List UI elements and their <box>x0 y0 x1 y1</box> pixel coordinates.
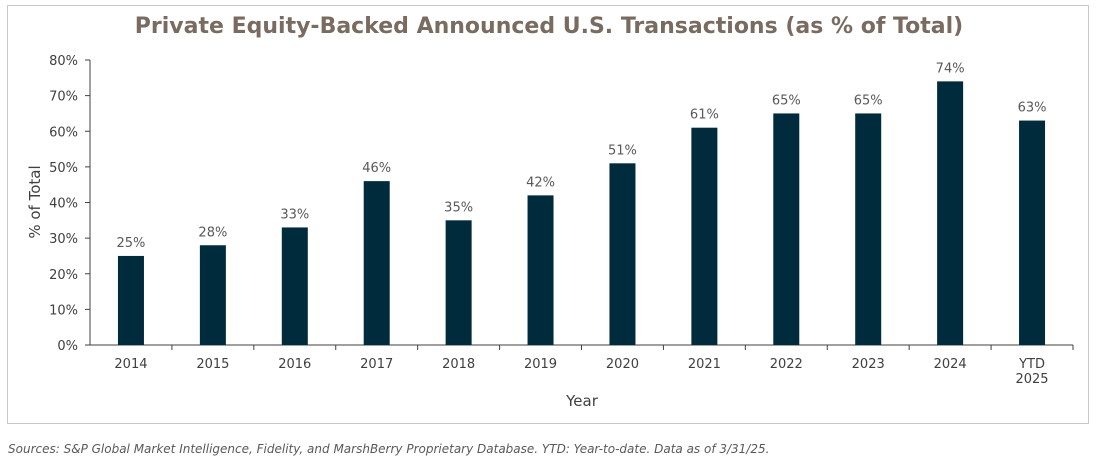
chart-frame <box>7 5 1089 424</box>
chart-title: Private Equity-Backed Announced U.S. Tra… <box>134 14 964 39</box>
y-ticks: 0% 10% 20% 30% 40% 50% 60% 70% 80% <box>49 54 90 354</box>
x-ticks: 2014 2015 2016 2017 2018 2019 2020 2021 2022 2023… <box>114 345 1074 387</box>
data-label: 51% <box>608 143 637 158</box>
source-note: Sources: S&P Global Market Intelligence,… <box>8 442 770 456</box>
x-tick-label: 2017 <box>360 357 393 372</box>
data-label: 63% <box>1018 101 1047 116</box>
x-tick-label: 2018 <box>442 357 475 372</box>
bar <box>363 181 390 345</box>
x-tick-label: 2014 <box>114 357 147 372</box>
y-axis-title: % of Total <box>26 165 44 238</box>
y-tick-label: 0% <box>57 339 78 354</box>
x-tick-label: 2023 <box>852 357 885 372</box>
bar <box>773 113 800 345</box>
x-tick-label: 2021 <box>688 357 721 372</box>
data-label: 61% <box>690 108 719 123</box>
data-label: 28% <box>198 225 227 240</box>
bar-chart: % of Total Year 0% 10% 20% 30% 40% 50% 60% 70% 8… <box>26 54 1074 410</box>
bar <box>117 255 144 345</box>
x-axis-title: Year <box>565 392 599 410</box>
x-tick-label: 2020 <box>606 357 639 372</box>
x-tick-label: 2022 <box>770 357 803 372</box>
y-tick-label: 50% <box>49 161 78 176</box>
data-label: 46% <box>362 161 391 176</box>
bar <box>609 163 636 345</box>
data-label: 65% <box>854 93 883 108</box>
y-tick-label: 20% <box>49 268 78 283</box>
y-tick-label: 40% <box>49 197 78 212</box>
bar <box>937 81 964 345</box>
data-label: 25% <box>117 236 146 251</box>
data-labels: 25% 28% 33% 46% 35% 42% 51% 61% 65% 65% 74% 63% <box>117 61 1047 251</box>
x-tick-label: YTD 2025 <box>1015 357 1048 387</box>
data-label: 42% <box>526 175 555 190</box>
bar <box>855 113 882 345</box>
data-label: 33% <box>280 207 309 222</box>
y-tick-label: 80% <box>49 54 78 69</box>
bars <box>117 81 1046 345</box>
x-tick-label: 2024 <box>934 357 967 372</box>
data-label: 65% <box>772 93 801 108</box>
bar <box>445 220 472 345</box>
x-tick-label: 2015 <box>196 357 229 372</box>
x-tick-label: 2019 <box>524 357 557 372</box>
bar <box>527 195 554 345</box>
y-tick-label: 10% <box>49 303 78 318</box>
bar <box>281 227 308 345</box>
data-label: 35% <box>444 200 473 215</box>
bar <box>1019 120 1046 345</box>
x-tick-label: 2016 <box>278 357 311 372</box>
y-tick-label: 30% <box>49 232 78 247</box>
y-tick-label: 60% <box>49 125 78 140</box>
y-tick-label: 70% <box>49 90 78 105</box>
data-label: 74% <box>936 61 965 76</box>
bar <box>691 127 718 345</box>
bar <box>199 245 226 345</box>
